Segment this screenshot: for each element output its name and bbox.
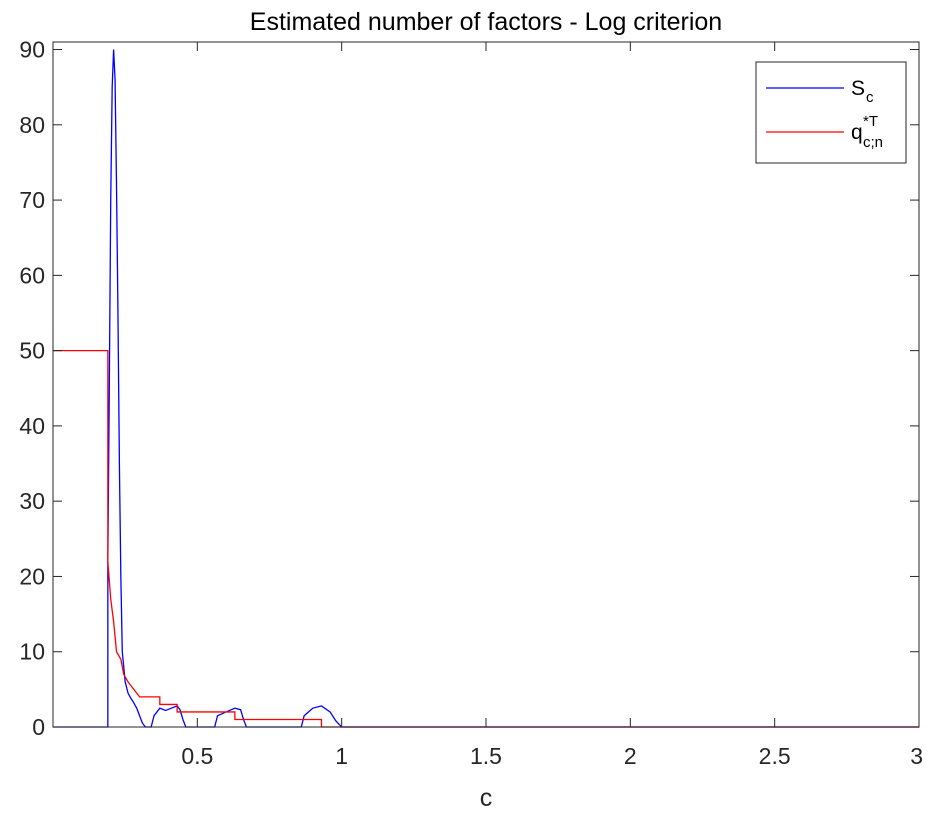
y-tick-label: 50	[19, 338, 45, 364]
y-tick-label: 80	[19, 112, 45, 138]
y-tick-label: 0	[32, 714, 45, 740]
x-tick-label: 2	[624, 743, 637, 769]
x-tick-label: 1	[335, 743, 348, 769]
legend-box	[755, 61, 907, 164]
legend-sup-1: *T	[863, 113, 878, 130]
y-tick-label: 60	[19, 262, 45, 288]
y-tick-label: 70	[19, 187, 45, 213]
legend-sub-1: c;n	[863, 134, 883, 151]
x-tick-label: 2.5	[759, 743, 791, 769]
chart-title: Estimated number of factors - Log criter…	[250, 8, 722, 36]
y-tick-label: 20	[19, 563, 45, 589]
x-axis-label: c	[480, 784, 493, 812]
legend-label-1: q	[851, 121, 863, 144]
y-tick-label: 10	[19, 639, 45, 665]
y-tick-label: 30	[19, 488, 45, 514]
legend-sub-0: c	[866, 89, 874, 106]
series-line-1	[53, 349, 919, 728]
x-tick-label: 1.5	[470, 743, 502, 769]
x-tick-label: 3	[910, 743, 923, 769]
legend-label-0: S	[851, 77, 865, 100]
y-tick-label: 90	[19, 37, 45, 63]
x-tick-label: 0.5	[181, 743, 213, 769]
y-tick-label: 40	[19, 413, 45, 439]
